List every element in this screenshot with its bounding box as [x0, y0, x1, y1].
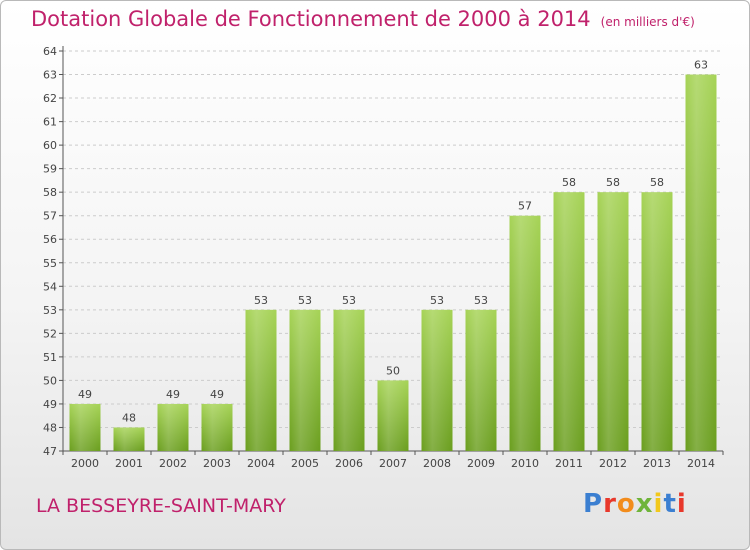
data-labels: 49 48 49 49 53 53 53 50 53 53 57 58 58 58 63 — [78, 59, 708, 425]
proxiti-logo: Proxiti — [583, 489, 687, 519]
bar-sheen — [113, 427, 145, 451]
x-tick-label: 2002 — [159, 457, 187, 470]
y-tick-label: 59 — [43, 163, 57, 176]
bar-value-label: 48 — [122, 411, 136, 424]
logo-letter: r — [603, 489, 617, 519]
x-tick-label: 2006 — [335, 457, 363, 470]
bar-sheen — [289, 309, 321, 451]
x-tick-label: 2014 — [687, 457, 715, 470]
bar-value-label: 57 — [518, 200, 532, 213]
x-tick-label: 2008 — [423, 457, 451, 470]
logo-letter: i — [676, 489, 687, 519]
x-tick-label: 2001 — [115, 457, 143, 470]
bars — [69, 74, 717, 452]
bar-sheen — [333, 309, 365, 451]
logo-letter: o — [616, 489, 636, 519]
x-tick-label: 2010 — [511, 457, 539, 470]
y-tick-label: 56 — [43, 233, 57, 246]
bar-sheen — [465, 309, 497, 451]
logo-letter: i — [653, 489, 664, 519]
bar-sheen — [69, 403, 101, 451]
y-tick-label: 64 — [43, 45, 57, 58]
x-tick-label: 2004 — [247, 457, 275, 470]
x-tick-label: 2009 — [467, 457, 495, 470]
x-tick-label: 2003 — [203, 457, 231, 470]
y-tick-label: 62 — [43, 92, 57, 105]
y-tick-label: 48 — [43, 421, 57, 434]
y-tick-label: 50 — [43, 374, 57, 387]
commune-name: LA BESSEYRE-SAINT-MARY — [36, 495, 286, 517]
y-tick-label: 51 — [43, 351, 57, 364]
bar-value-label: 53 — [342, 294, 356, 307]
x-tick-label: 2007 — [379, 457, 407, 470]
logo-letter: x — [635, 489, 654, 519]
y-tick-label: 49 — [43, 398, 57, 411]
chart-title: Dotation Globale de Fonctionnement de 20… — [31, 7, 695, 31]
bar-value-label: 58 — [606, 176, 620, 189]
bar-value-label: 50 — [386, 364, 400, 377]
bar-sheen — [157, 403, 189, 451]
bar-value-label: 63 — [694, 59, 708, 72]
bar-value-label: 53 — [474, 294, 488, 307]
axes: 47 48 49 50 51 52 53 54 55 56 57 58 59 60 61 62 63 64 2000… — [43, 45, 724, 470]
x-tick-label: 2005 — [291, 457, 319, 470]
bar-value-label: 58 — [650, 176, 664, 189]
x-tick-label: 2013 — [643, 457, 671, 470]
bar-sheen — [597, 192, 629, 452]
y-tick-label: 52 — [43, 327, 57, 340]
logo-letter: P — [583, 489, 604, 519]
bar-sheen — [641, 192, 673, 452]
y-tick-label: 47 — [43, 445, 57, 458]
y-tick-label: 60 — [43, 139, 57, 152]
bar-sheen — [377, 380, 409, 451]
bar-sheen — [201, 403, 233, 451]
logo-letter: t — [663, 489, 677, 519]
y-tick-label: 58 — [43, 186, 57, 199]
bar-value-label: 49 — [166, 388, 180, 401]
bar-sheen — [245, 309, 277, 451]
bar-sheen — [685, 74, 717, 451]
x-tick-label: 2011 — [555, 457, 583, 470]
bar-value-label: 53 — [430, 294, 444, 307]
bar-value-label: 49 — [78, 388, 92, 401]
y-tick-label: 57 — [43, 210, 57, 223]
y-tick-label: 54 — [43, 280, 57, 293]
bar-value-label: 58 — [562, 176, 576, 189]
bar-value-label: 53 — [254, 294, 268, 307]
bar-value-label: 53 — [298, 294, 312, 307]
chart-title-text: Dotation Globale de Fonctionnement de 20… — [31, 7, 591, 31]
y-tick-label: 55 — [43, 257, 57, 270]
y-tick-label: 63 — [43, 69, 57, 82]
y-tick-label: 53 — [43, 304, 57, 317]
chart-unit: (en milliers d'€) — [600, 15, 695, 29]
x-tick-label: 2000 — [71, 457, 99, 470]
bar-sheen — [509, 215, 541, 451]
y-tick-label: 61 — [43, 116, 57, 129]
bar-sheen — [553, 192, 585, 452]
x-tick-label: 2012 — [599, 457, 627, 470]
bar-sheen — [421, 309, 453, 451]
bar-value-label: 49 — [210, 388, 224, 401]
